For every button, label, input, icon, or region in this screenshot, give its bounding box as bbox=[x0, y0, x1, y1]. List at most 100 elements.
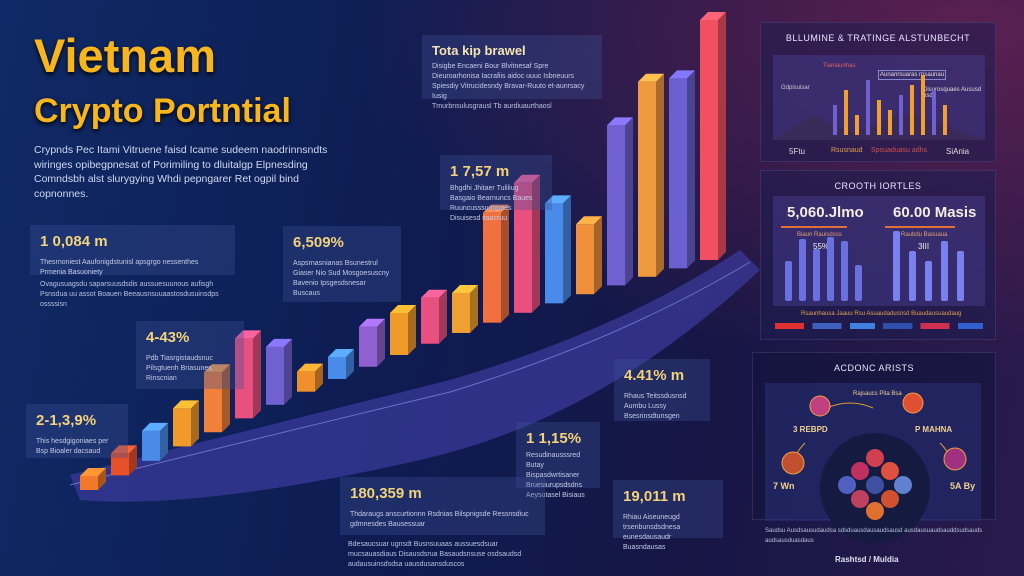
growth-bar bbox=[909, 251, 916, 301]
bar bbox=[545, 195, 571, 304]
coin-icon bbox=[902, 392, 924, 414]
bar bbox=[452, 284, 478, 333]
assets-footnote: Saudsu Ausdsausudaudsa sdsduausdausaudsa… bbox=[765, 528, 983, 544]
bar bbox=[421, 289, 447, 344]
panel-title: BLLUMINE & TRATINGE ALSTUNBECHT bbox=[785, 33, 971, 43]
stat-card: 4.41% m Rhaus Teitssdusnsd Aumbu Lussy Bs… bbox=[614, 359, 710, 421]
bar bbox=[173, 400, 199, 447]
divider bbox=[781, 226, 847, 228]
bar bbox=[576, 216, 602, 295]
stat-card: 2-1,3,9% This hesdgigoniaes per Bsp Bioal… bbox=[26, 404, 128, 458]
stat-text: Rhaus Teitssdusnsd Aumbu Lussy Bsesrinsd… bbox=[624, 393, 687, 420]
growth-bar bbox=[893, 231, 900, 301]
coin-icon bbox=[809, 395, 831, 417]
chart-ribbon bbox=[70, 250, 760, 502]
stat-text: Thesrnoniest Aaufonigdstunisl apsgrgo ne… bbox=[40, 259, 199, 276]
stat-text: Resudinausssred Butay Bispasdwrtisaner B… bbox=[526, 452, 585, 499]
stat-value: 19,011 m bbox=[623, 488, 686, 505]
divider bbox=[885, 226, 955, 228]
mini-bar bbox=[943, 105, 947, 135]
coin-icon bbox=[943, 447, 967, 471]
bar bbox=[328, 348, 354, 379]
chart-ribbon-edge bbox=[69, 261, 751, 486]
stat-card: 6,509% Aspsrnasnianas Bsunestrul Giaser N… bbox=[283, 226, 401, 302]
panel-inner: 5,060.Jlmo Biaun Rauisdsss 60.00 Masis R… bbox=[773, 196, 985, 306]
page-title: Vietnam bbox=[34, 29, 216, 82]
note-bottom: Bdesaucsuar ugnsdt Busnsuuaas aussuesdsu… bbox=[348, 541, 522, 568]
brand-logo: Rashtsd / Muldia bbox=[835, 555, 899, 564]
stat-text: This hesdgigoniaes per Bsp Bioaler dacsa… bbox=[36, 438, 109, 455]
growth-bar bbox=[957, 251, 964, 301]
growth-bar bbox=[941, 241, 948, 301]
stat-text: Thdaraugs anscurtionnn Rsdnias Bilspnigs… bbox=[350, 511, 529, 528]
bar bbox=[483, 204, 509, 323]
stat-text: Disigbe Encaeni Bour Blvitnesaf Spre Die… bbox=[432, 63, 585, 100]
panel-inner: Gdpisuisar Tianiaunhas Aunanrsuaras rris… bbox=[773, 55, 985, 140]
mini-bar bbox=[888, 110, 892, 135]
coin-icon bbox=[781, 451, 805, 475]
stat-value: 6,509% bbox=[293, 234, 344, 251]
growth-bar bbox=[813, 249, 820, 301]
note-left: Ovagusuagsdu saparsuusdsdis aussuesuunou… bbox=[40, 281, 219, 308]
adoption-panel: BLLUMINE & TRATINGE ALSTUNBECHT Gdpisuis… bbox=[760, 22, 996, 162]
asset-icons bbox=[781, 392, 967, 520]
stat-value: 1 7,57 m bbox=[450, 163, 510, 180]
page-subtitle: Crypto Portntial bbox=[34, 92, 291, 130]
footer-item: Rsusnaud bbox=[831, 147, 863, 154]
bar bbox=[142, 422, 168, 461]
assets-panel: ACDONC ARISTS Rajsaucs Pita Bsa 3 REBPD … bbox=[752, 352, 996, 543]
mini-bar bbox=[921, 75, 925, 135]
intro-text: Crypnds Pec Itami Vitruene faisd Icame s… bbox=[34, 144, 328, 200]
asset-label: Rajsaucs Pita Bsa bbox=[853, 391, 902, 397]
stat-card: 180,359 m Thdaraugs anscurtionnn Rsdnias … bbox=[340, 477, 545, 535]
mini-bar bbox=[877, 100, 881, 135]
growth-sub: Biaun Rauisdsss bbox=[797, 232, 842, 238]
bar bbox=[266, 338, 292, 405]
asset-label: P MAHNA bbox=[915, 425, 953, 434]
asset-label: 5A By bbox=[950, 481, 976, 491]
stat-card: 1 1,15% Resudinausssred Butay Bispasdwrti… bbox=[516, 422, 600, 499]
growth-bar bbox=[855, 265, 862, 301]
stat-value: 2-1,3,9% bbox=[36, 412, 97, 429]
stat-card: 1 0,084 m Thesrnoniest Aaufonigdstunisl a… bbox=[30, 225, 235, 276]
panel-inner: Rajsaucs Pita Bsa 3 REBPD P MAHNA 7 Wn 5… bbox=[765, 383, 981, 543]
stat-value: 1 0,084 m bbox=[40, 233, 108, 250]
growth-sub: Raubdu Basuaua bbox=[901, 232, 948, 238]
panel-label: Tianiaunhas bbox=[823, 63, 856, 69]
stat-card: Tota kip brawel Disigbe Encaeni Bour Blvi… bbox=[422, 35, 602, 100]
panel-label: Gdpisuisar bbox=[781, 85, 810, 91]
footer-item: 5Ftu bbox=[789, 147, 806, 156]
stat-text: Aspsrnasnianas Bsunestrul Giaser Nio Sud… bbox=[293, 260, 390, 297]
growth-stat: 5,060.Jlmo bbox=[787, 204, 864, 221]
panel-title: CROOTH IORTLES bbox=[834, 181, 922, 191]
stat-value: 1 1,15% bbox=[526, 430, 582, 447]
stat-text: Pdb Tiasrgistaudsnuc Pilsgtuenh Briasune… bbox=[146, 355, 213, 382]
bar bbox=[638, 73, 664, 277]
stat-text: Rhiau Aiseuneugd trsenbunsdsdnesa eunesd… bbox=[623, 514, 681, 551]
panel-label: Disurosquaes Aususd usda bbox=[923, 87, 982, 99]
growth-bar-chart bbox=[785, 231, 964, 301]
panel-footer: Rsaunhausa Jaauu Rsu Asuaudadusnsd Buaud… bbox=[801, 311, 962, 317]
mini-bar bbox=[866, 80, 870, 135]
panel-title: ACDONC ARISTS bbox=[833, 363, 914, 373]
mini-bar bbox=[910, 85, 914, 135]
stat-card: 19,011 m Rhiau Aiseuneugd trsenbunsdsdnes… bbox=[613, 480, 723, 551]
bar bbox=[80, 468, 106, 490]
growth-bar bbox=[925, 261, 932, 301]
mini-bar bbox=[899, 95, 903, 135]
bar bbox=[390, 305, 416, 355]
bar bbox=[700, 11, 726, 260]
bar bbox=[607, 117, 633, 286]
stat-card: 1 7,57 m Bhgdhi Jhitaer Tuliliug Basgaio … bbox=[440, 155, 552, 222]
growth-panel: CROOTH IORTLES 5,060.Jlmo Biaun Rauisdss… bbox=[760, 170, 996, 340]
growth-bar bbox=[841, 241, 848, 301]
asset-label: 7 Wn bbox=[773, 481, 795, 491]
growth-pct: 3III bbox=[918, 242, 930, 251]
mini-bar bbox=[833, 105, 837, 135]
note-top: Tmurbnsulusgrausl Tb aurdiuaurthaosl bbox=[432, 103, 552, 110]
growth-pct: 55% bbox=[813, 242, 830, 251]
stat-value: Tota kip brawel bbox=[432, 43, 526, 58]
stat-value: 4-43% bbox=[146, 329, 190, 346]
stat-card: 4-43% Pdb Tiasrgistaudsnuc Pilsgtuenh Bri… bbox=[136, 321, 244, 389]
